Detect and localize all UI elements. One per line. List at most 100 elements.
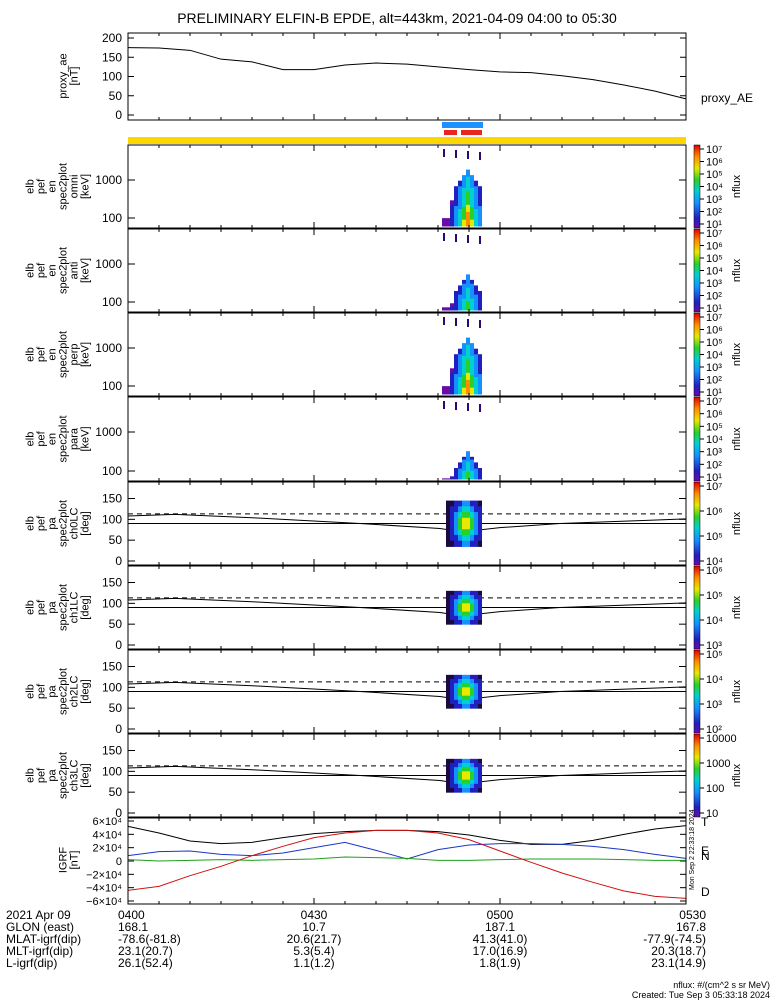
footer-row-label: GLON (east) <box>6 920 74 934</box>
ch0-cell <box>446 500 450 507</box>
ch2-cell <box>446 695 450 701</box>
omni-cell <box>454 216 458 222</box>
ch2-cell <box>458 679 462 684</box>
ch2-cell <box>458 683 462 688</box>
ch3-cell <box>462 783 466 789</box>
ch1-cell <box>470 607 474 613</box>
ch3-cell <box>462 788 466 793</box>
anti-cb-tick-label: 10⁴ <box>706 266 723 278</box>
para-cell <box>478 477 482 480</box>
ch1-cell <box>470 603 474 608</box>
ch3-cell <box>470 783 474 789</box>
para-sparse-cell <box>467 403 469 411</box>
omni-cell <box>454 211 458 217</box>
ch0-cell <box>478 500 482 507</box>
omni-cell <box>458 203 462 210</box>
anti-cell <box>470 283 474 288</box>
omni-cell <box>466 197 470 206</box>
ch1-cell <box>454 607 458 613</box>
y-label-line: spec2plot <box>58 163 70 210</box>
omni-cell <box>450 200 454 206</box>
ch2-cell <box>478 691 482 697</box>
anti-y-tick-label: 1000 <box>95 257 122 271</box>
ch2-cell <box>458 704 462 709</box>
anti-cell <box>442 308 446 311</box>
perp-cell <box>470 368 474 376</box>
anti-cell <box>466 296 470 302</box>
omni-cell <box>470 219 474 227</box>
para-cell <box>462 462 466 466</box>
omni-cell <box>470 206 474 214</box>
ch3-cell <box>446 779 450 785</box>
ch0-cb-tick-label: 10⁶ <box>706 506 723 518</box>
omni-cell <box>458 220 462 227</box>
perp-cell <box>478 369 482 375</box>
para-sparse-cell <box>443 401 445 409</box>
perp-cell <box>466 379 470 388</box>
ae-y-tick-label: 50 <box>109 89 123 103</box>
ch1-cell <box>466 615 470 621</box>
ch3-cell <box>474 771 478 776</box>
perp-cell <box>478 384 482 390</box>
para-cb-tick-label: 10² <box>706 459 722 471</box>
ch3-cell <box>474 767 478 772</box>
ch0-cell <box>454 512 458 519</box>
anti-frame <box>127 228 687 313</box>
footer-row-value: 168.1 <box>118 920 148 934</box>
y-label-line: spec2plot <box>58 752 70 799</box>
ch2-cell <box>446 683 450 688</box>
omni-cell <box>458 214 462 221</box>
blue-status-bar <box>442 122 483 128</box>
ch0-cell <box>474 506 478 513</box>
para-cell <box>470 476 474 480</box>
ch2-cell <box>454 699 458 705</box>
omni-cell <box>454 206 458 212</box>
ch2-cell <box>454 674 458 680</box>
para-cell <box>458 466 462 470</box>
ch2-cell <box>474 679 478 684</box>
perp-cell <box>454 374 458 380</box>
ch0-cell <box>478 540 482 547</box>
ch0-cell <box>450 523 454 530</box>
anti-cell <box>478 290 482 294</box>
ch2-cell <box>458 674 462 680</box>
footer-row-value: 167.8 <box>676 920 706 934</box>
omni-cell <box>454 201 458 207</box>
igrf-legend-T: T <box>701 815 709 829</box>
ch0-cell <box>474 534 478 542</box>
ch0-cell <box>458 523 462 530</box>
para-cell <box>454 470 458 473</box>
perp-cell <box>470 355 474 363</box>
ch1-cell <box>478 599 482 604</box>
omni-cell <box>466 183 470 192</box>
ch2-cell <box>478 699 482 705</box>
perp-cell <box>466 372 470 381</box>
anti-cell <box>458 285 462 289</box>
para-cell <box>470 459 474 463</box>
para-cell <box>462 459 466 463</box>
ch3-cell <box>458 763 462 768</box>
omni-cb-tick-label: 10³ <box>706 194 722 206</box>
ch0-cell <box>474 500 478 507</box>
ch1-cell <box>458 590 462 596</box>
y-label-line: spec2plot <box>58 500 70 547</box>
panel-ch3: elb pef pa spec2plot ch3LC [deg] 150 100 50 0 10 10… <box>25 733 744 820</box>
anti-cell <box>462 298 466 303</box>
footer-row-value: 5.3(5.4) <box>293 944 334 958</box>
ch0-cell <box>462 500 466 507</box>
omni-cell <box>442 222 446 227</box>
anti-cell <box>454 305 458 309</box>
ch1-cell <box>474 615 478 621</box>
ch1-cell <box>462 603 466 608</box>
perp-y-tick-label: 1000 <box>95 341 122 355</box>
ch3-cell <box>450 775 454 781</box>
anti-sparse-cell <box>455 234 457 242</box>
ch3-y-tick-label: 50 <box>109 785 123 799</box>
ch3-cb-tick-label: 1000 <box>706 758 730 770</box>
omni-cell <box>478 211 482 217</box>
para-sparse-cell <box>455 402 457 410</box>
ch3-cell <box>470 775 474 781</box>
omni-cell <box>478 206 482 212</box>
